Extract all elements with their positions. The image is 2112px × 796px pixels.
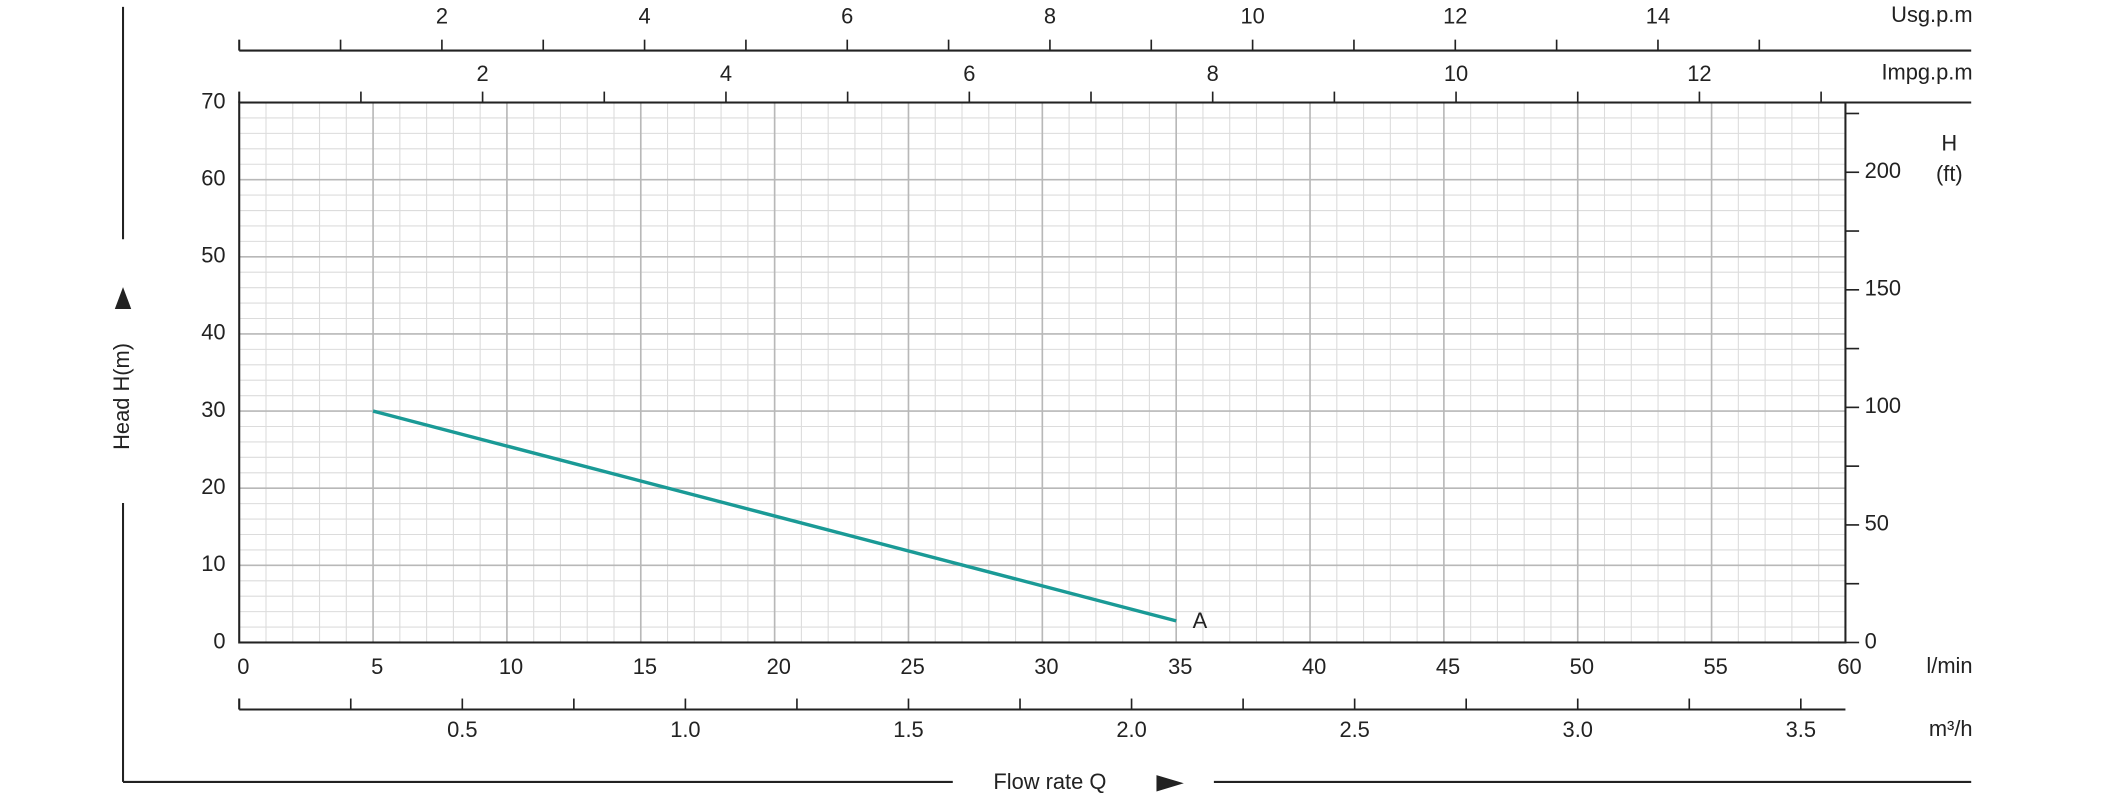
secondary-tick-label: 8 [1207, 61, 1219, 86]
x-tick-label: 35 [1168, 654, 1192, 679]
y2-tick-label: 100 [1865, 393, 1901, 418]
x-tick-label: 50 [1570, 654, 1594, 679]
secondary-tick-label: 12 [1687, 61, 1711, 86]
y2-tick-label: 0 [1865, 628, 1877, 653]
x-tick-label: 5 [371, 654, 383, 679]
secondary-tick-label: 10 [1444, 61, 1468, 86]
x-tick-label: 30 [1034, 654, 1058, 679]
y2-axis-label: H [1941, 131, 1957, 156]
y-tick-label: 40 [201, 320, 225, 345]
series-label: A [1193, 608, 1208, 633]
secondary-tick-label: 4 [720, 61, 732, 86]
x-tick-label: 15 [633, 654, 657, 679]
data-line [372, 409, 1177, 623]
x-tick-label: 0 [237, 654, 249, 679]
secondary-axis-label: m³/h [1929, 716, 1973, 741]
y-tick-label: 70 [201, 88, 225, 113]
y-tick-label: 60 [201, 165, 225, 190]
secondary-tick-label: 10 [1240, 4, 1264, 29]
secondary-tick-label: 14 [1646, 4, 1670, 29]
secondary-tick-label: 6 [841, 4, 853, 29]
x-tick-label: 10 [499, 654, 523, 679]
secondary-tick-label: 4 [638, 4, 650, 29]
y2-tick-label: 50 [1865, 511, 1889, 536]
secondary-tick-label: 2.5 [1339, 717, 1369, 742]
y2-tick-label: 150 [1865, 276, 1901, 301]
x-tick-label: 40 [1302, 654, 1326, 679]
y-tick-label: 10 [201, 551, 225, 576]
x-tick-label: 20 [767, 654, 791, 679]
secondary-tick-label: 6 [963, 61, 975, 86]
arrow [114, 287, 132, 309]
x-tick-label: 45 [1436, 654, 1460, 679]
x-axis-title: Flow rate Q [993, 769, 1106, 794]
secondary-tick-label: 1.5 [893, 717, 923, 742]
x-axis-label: l/min [1926, 653, 1972, 678]
y2-tick-label: 200 [1865, 158, 1901, 183]
secondary-tick-label: 3.0 [1563, 717, 1593, 742]
secondary-tick-label: 12 [1443, 4, 1467, 29]
x-tick-label: 55 [1704, 654, 1728, 679]
y-tick-label: 20 [201, 474, 225, 499]
secondary-tick-label: 8 [1044, 4, 1056, 29]
secondary-tick-label: 2.0 [1116, 717, 1146, 742]
arrow [1156, 775, 1184, 792]
secondary-tick-label: 0.5 [447, 717, 477, 742]
secondary-tick-label: 2 [477, 61, 489, 86]
y-tick-label: 0 [213, 628, 225, 653]
secondary-axis-label: Impg.p.m [1881, 60, 1972, 85]
y-axis-title: Head H(m) [109, 343, 134, 450]
x-tick-label: 60 [1837, 654, 1861, 679]
secondary-tick-label: 3.5 [1786, 717, 1816, 742]
y-tick-label: 30 [201, 397, 225, 422]
y2-axis-label: (ft) [1936, 161, 1963, 186]
y-tick-label: 50 [201, 243, 225, 268]
secondary-axis-label: Usg.p.m [1891, 2, 1972, 27]
secondary-tick-label: 1.0 [670, 717, 700, 742]
x-tick-label: 25 [900, 654, 924, 679]
secondary-tick-label: 2 [436, 4, 448, 29]
